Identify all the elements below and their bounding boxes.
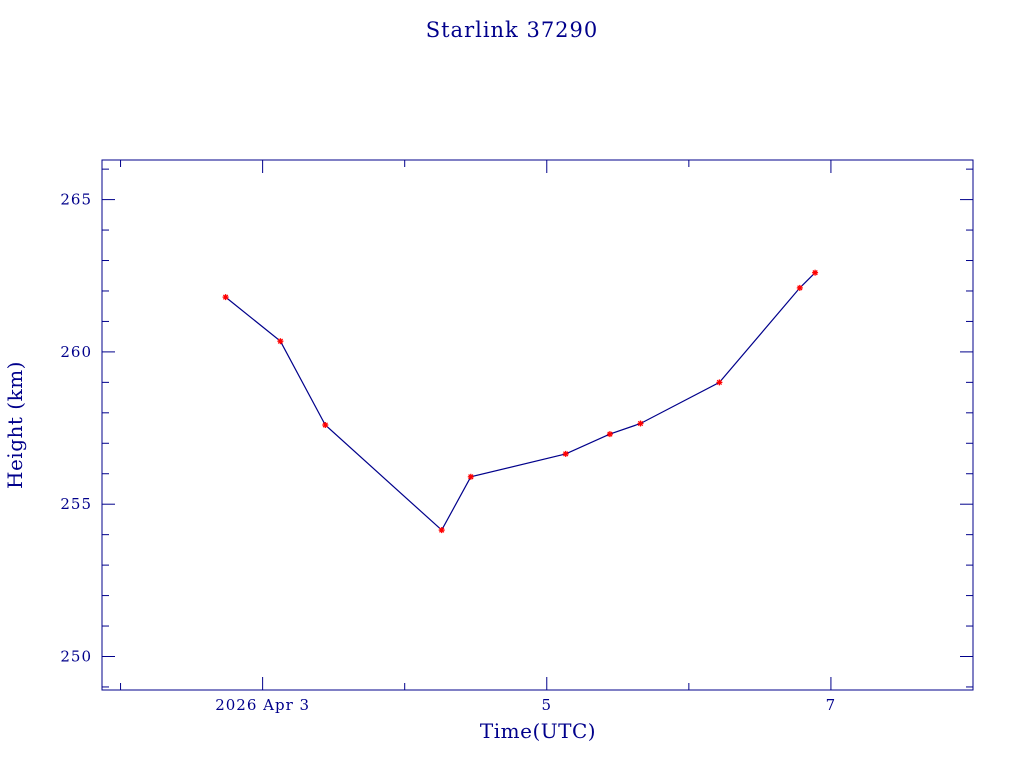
marker-stroke xyxy=(797,285,803,291)
chart-title: Starlink 37290 xyxy=(426,18,599,42)
axis-tick-labels: 2026 Apr 3 5 7 250 255 260 265 xyxy=(60,191,837,714)
axis-ticks xyxy=(102,160,973,690)
y-tick-label: 250 xyxy=(60,647,92,665)
marker-stroke xyxy=(716,379,723,386)
marker-stroke xyxy=(607,431,613,437)
series-line xyxy=(225,272,816,532)
marker-stroke xyxy=(637,420,644,427)
data-series xyxy=(222,269,819,534)
data-point-marker xyxy=(562,450,569,457)
data-point-marker xyxy=(716,379,723,386)
data-point-marker xyxy=(637,420,644,427)
data-point-marker xyxy=(438,527,445,534)
y-tick-label: 255 xyxy=(60,495,92,513)
data-point-marker xyxy=(277,338,284,345)
data-point-marker xyxy=(222,294,229,301)
marker-stroke xyxy=(812,270,818,276)
x-tick-label: 5 xyxy=(542,696,553,714)
marker-stroke xyxy=(277,338,284,344)
y-tick-label: 260 xyxy=(60,343,92,361)
y-tick-label: 265 xyxy=(60,191,92,209)
y-axis-label: Height (km) xyxy=(3,361,27,489)
plot-frame xyxy=(101,159,974,691)
marker-stroke xyxy=(322,422,328,428)
x-tick-label: 2026 Apr 3 xyxy=(215,696,310,714)
marker-stroke xyxy=(468,474,474,480)
data-point-marker xyxy=(796,284,803,291)
data-point-marker xyxy=(467,473,474,480)
x-axis-label: Time(UTC) xyxy=(480,719,596,743)
x-tick-label: 7 xyxy=(826,696,837,714)
data-point-marker xyxy=(606,431,613,438)
data-point-marker xyxy=(322,422,329,428)
marker-stroke xyxy=(563,451,569,457)
marker-stroke xyxy=(439,527,445,533)
marker-stroke xyxy=(222,294,229,300)
data-point-marker xyxy=(812,269,819,276)
